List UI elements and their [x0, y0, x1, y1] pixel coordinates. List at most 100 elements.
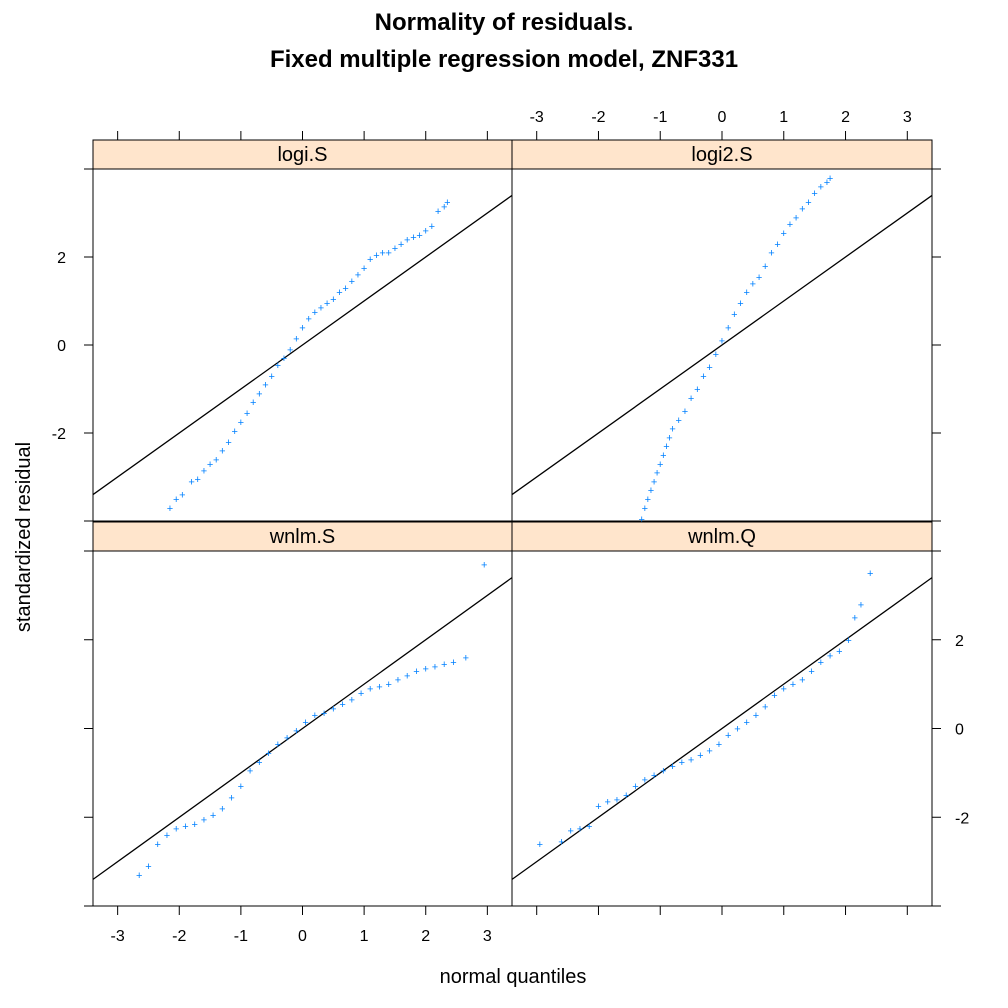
data-point: + — [623, 790, 629, 802]
data-point: + — [697, 750, 703, 762]
data-point: + — [201, 465, 207, 477]
reference-line — [93, 577, 512, 880]
data-point: + — [367, 254, 373, 266]
data-point: + — [299, 322, 305, 334]
data-point: + — [700, 371, 706, 383]
data-point: + — [558, 837, 564, 849]
reference-line — [93, 194, 512, 496]
data-point: + — [238, 781, 244, 793]
data-point: + — [302, 717, 308, 729]
data-point: + — [682, 406, 688, 418]
data-point: + — [734, 724, 740, 736]
data-point: + — [164, 830, 170, 842]
panel-border — [511, 550, 933, 907]
data-point: + — [232, 426, 238, 438]
x-axis-label: normal quantiles — [440, 966, 587, 988]
bottom-axis-tick-label: -1 — [234, 928, 248, 945]
data-point: + — [339, 699, 345, 711]
data-point: + — [435, 206, 441, 218]
data-point: + — [349, 695, 355, 707]
panel-wnlm-S: wnlm.S+++++ + + + ++++++++++++ + + + ++ + + + + + + + + +… — [92, 521, 513, 907]
data-point: + — [660, 450, 666, 462]
data-point: + — [805, 197, 811, 209]
data-point: + — [210, 810, 216, 822]
data-point: + — [219, 803, 225, 815]
data-point: + — [247, 766, 253, 778]
data-point: + — [145, 861, 151, 873]
data-point: + — [811, 188, 817, 200]
axes-layer: -3 -3 -2 -2 -1 -1 0 0 1 1 2 2 3 3 -2 -2 0 0 2 2 — [52, 109, 970, 945]
data-point: + — [706, 746, 712, 758]
right-axis-tick-label: -2 — [955, 810, 969, 827]
strip-label: wnlm.Q — [687, 526, 756, 548]
data-point: + — [386, 679, 392, 691]
data-point: + — [743, 717, 749, 729]
data-point: + — [787, 219, 793, 231]
data-point: + — [654, 468, 660, 480]
chart-title-line-1: Normality of residuals. — [375, 9, 634, 36]
top-axis-tick-label: 2 — [841, 109, 850, 126]
data-point: + — [688, 393, 694, 405]
data-point: + — [638, 514, 644, 526]
data-point: + — [432, 661, 438, 673]
data-point: + — [688, 755, 694, 767]
data-point: + — [256, 757, 262, 769]
data-point: + — [256, 388, 262, 400]
data-point: + — [663, 441, 669, 453]
data-point: + — [827, 173, 833, 185]
panels-layer: logi.S++ ++ +++ +++++++++++++++++ + + ++ +++++ +… — [92, 139, 933, 907]
reference-line — [512, 577, 932, 880]
data-point: + — [429, 221, 435, 233]
top-axis-tick-label: 3 — [903, 109, 912, 126]
data-point: + — [799, 204, 805, 216]
data-point: + — [293, 333, 299, 345]
left-axis-tick-label: -2 — [52, 426, 66, 443]
bottom-axis-tick-label: 1 — [360, 928, 369, 945]
data-point: + — [737, 298, 743, 310]
data-point: + — [537, 839, 543, 851]
data-point: + — [416, 230, 422, 242]
data-point: + — [858, 599, 864, 611]
data-point: + — [790, 679, 796, 691]
data-point: + — [793, 212, 799, 224]
data-point: + — [376, 681, 382, 693]
data-point: + — [191, 819, 197, 831]
data-point: + — [762, 701, 768, 713]
data-point: + — [463, 653, 469, 665]
data-point: + — [818, 182, 824, 194]
data-point: + — [367, 684, 373, 696]
data-point: + — [577, 823, 583, 835]
panel-wnlm-Q: wnlm.Q+ ++ + ++ + + +++ + + + + + + +++++++++ + ++++ +++… — [511, 521, 933, 907]
data-point: + — [268, 371, 274, 383]
data-point: + — [342, 283, 348, 295]
data-point: + — [305, 314, 311, 326]
data-point: + — [642, 775, 648, 787]
bottom-axis-tick-label: 3 — [483, 928, 492, 945]
data-point: + — [173, 494, 179, 506]
data-point: + — [195, 474, 201, 486]
data-point: + — [361, 263, 367, 275]
data-point: + — [423, 664, 429, 676]
data-point: + — [392, 243, 398, 255]
data-point: + — [373, 250, 379, 262]
data-point: + — [713, 349, 719, 361]
data-point: + — [250, 397, 256, 409]
top-axis-tick-label: -3 — [530, 109, 544, 126]
strip-background — [511, 139, 933, 170]
data-point: + — [281, 353, 287, 365]
top-axis-tick-label: 0 — [718, 109, 727, 126]
data-point: + — [330, 294, 336, 306]
data-point: + — [762, 261, 768, 273]
data-point: + — [441, 659, 447, 671]
data-point: + — [808, 666, 814, 678]
top-axis-tick-label: 1 — [779, 109, 788, 126]
data-point: + — [725, 322, 731, 334]
data-point: + — [379, 248, 385, 260]
data-point: + — [228, 792, 234, 804]
data-point: + — [679, 757, 685, 769]
data-point: + — [651, 770, 657, 782]
panel-logi-S: logi.S++ ++ +++ +++++++++++++++++ + + ++ +++++ +… — [92, 139, 513, 522]
data-point: + — [771, 690, 777, 702]
data-point: + — [358, 688, 364, 700]
